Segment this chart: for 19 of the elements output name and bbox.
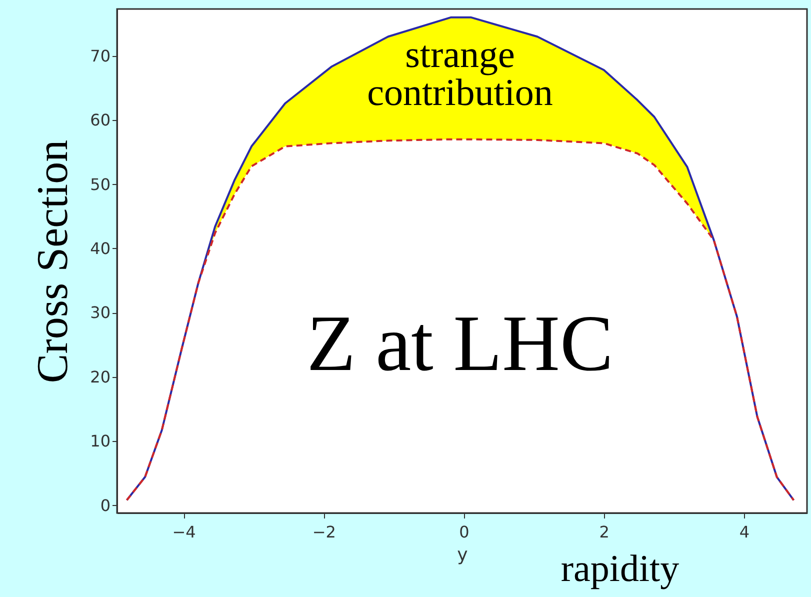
y-tick-label: 60 xyxy=(90,110,110,130)
y-tick-label: 40 xyxy=(90,238,110,258)
text: rapidity xyxy=(560,548,680,590)
x-tick-label: 4 xyxy=(739,522,750,542)
y-tick-label: 50 xyxy=(90,174,110,194)
y-axis-title: Cross Section xyxy=(28,140,78,384)
x-tick-label: 0 xyxy=(459,522,470,542)
y-tick-label: 30 xyxy=(90,303,110,322)
line-series xyxy=(126,138,795,502)
x-axis-title: y xyxy=(457,544,468,566)
y-tick-label: 10 xyxy=(90,432,110,451)
annotation: Z at LHC xyxy=(306,300,614,388)
annotation: strange contribution xyxy=(367,34,553,114)
y-tick-label: 0 xyxy=(100,496,110,515)
y-tick-label: 70 xyxy=(90,46,110,66)
x-tick-label: 2 xyxy=(599,522,610,542)
y-tick-label: 20 xyxy=(90,367,110,386)
x-tick-label: −4 xyxy=(172,522,196,542)
x-tick-label: −2 xyxy=(312,522,336,542)
